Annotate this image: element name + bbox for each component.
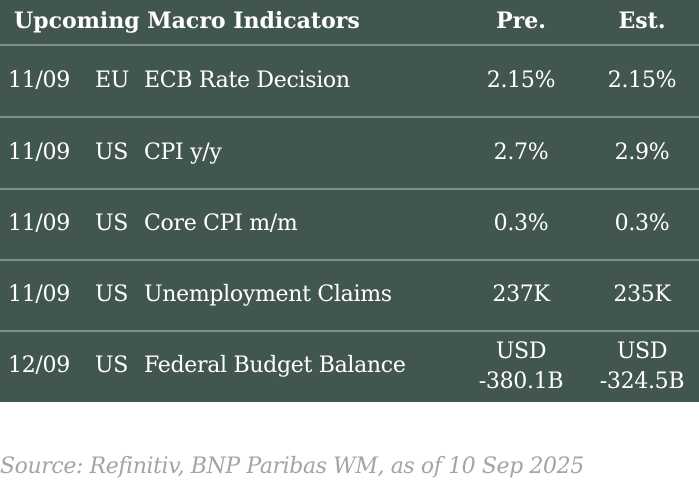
row-date: 12/09 — [8, 353, 70, 378]
row-event: CPI y/y — [144, 140, 222, 165]
row-est-value: 2.9% — [614, 140, 670, 165]
row-date: 11/09 — [8, 282, 70, 307]
row-date: 11/09 — [8, 211, 70, 236]
row-est-value: 0.3% — [614, 211, 670, 236]
row-est-value: 2.15% — [607, 68, 677, 93]
table-header-row: Upcoming Macro Indicators Pre. Est. — [0, 0, 699, 46]
table-row: 11/09 US Unemployment Claims 237K 235K — [0, 260, 699, 332]
table-title: Upcoming Macro Indicators — [14, 8, 360, 34]
row-event: Unemployment Claims — [144, 282, 392, 307]
column-header-pre: Pre. — [496, 8, 546, 34]
row-region: US — [95, 282, 129, 307]
row-pre-value: 2.15% — [486, 68, 556, 93]
macro-indicators-table: Upcoming Macro Indicators Pre. Est. 11/0… — [0, 0, 699, 402]
row-est-value: USD -324.5B — [599, 339, 685, 394]
row-date: 11/09 — [8, 140, 70, 165]
column-header-est: Est. — [618, 8, 666, 34]
table-row: 11/09 US CPI y/y 2.7% 2.9% — [0, 118, 699, 190]
row-region: US — [95, 353, 129, 378]
row-region: US — [95, 140, 129, 165]
row-pre-value: 2.7% — [493, 140, 549, 165]
row-pre-value: 237K — [492, 282, 550, 307]
row-region: US — [95, 211, 129, 236]
row-event: Federal Budget Balance — [144, 353, 406, 378]
source-note: Source: Refinitiv, BNP Paribas WM, as of… — [0, 454, 584, 479]
row-est-value: 235K — [613, 282, 671, 307]
row-event: ECB Rate Decision — [144, 68, 350, 93]
row-event: Core CPI m/m — [144, 211, 298, 236]
row-pre-value: 0.3% — [493, 211, 549, 236]
row-region: EU — [95, 68, 130, 93]
table-row: 12/09 US Federal Budget Balance USD -380… — [0, 331, 699, 403]
row-date: 11/09 — [8, 68, 70, 93]
row-pre-value: USD -380.1B — [478, 339, 564, 394]
table-row: 11/09 EU ECB Rate Decision 2.15% 2.15% — [0, 46, 699, 118]
table-row: 11/09 US Core CPI m/m 0.3% 0.3% — [0, 189, 699, 261]
